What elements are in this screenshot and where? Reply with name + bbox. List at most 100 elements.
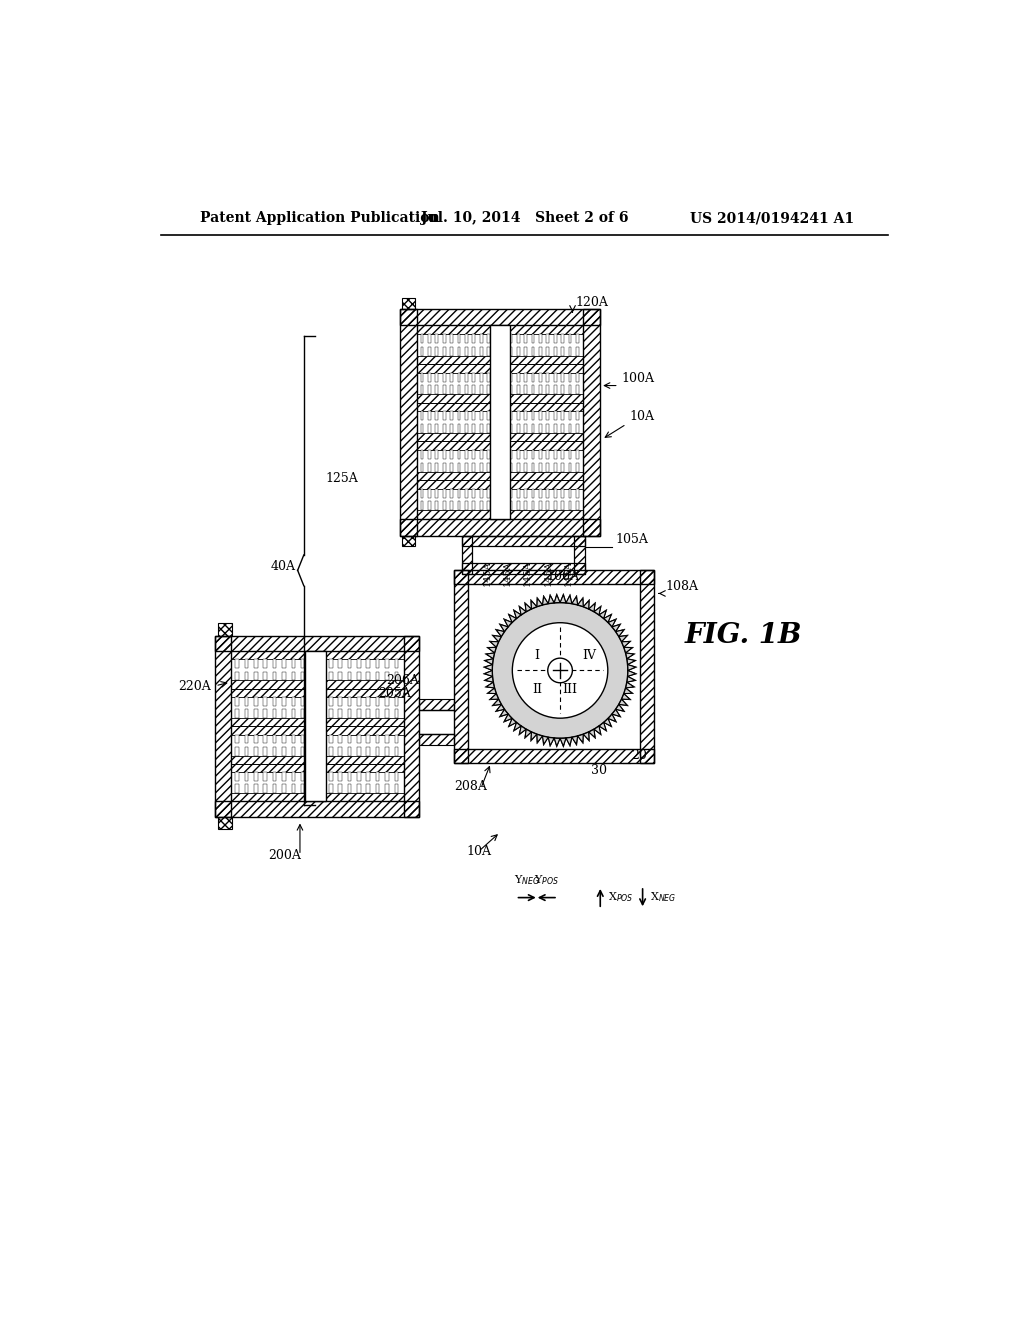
Bar: [292, 660, 295, 668]
Bar: [539, 372, 542, 381]
Bar: [329, 672, 333, 681]
Bar: [480, 372, 482, 381]
Bar: [547, 385, 549, 395]
Bar: [561, 412, 564, 420]
Bar: [472, 385, 475, 395]
Bar: [400, 519, 600, 536]
Text: 206A: 206A: [386, 675, 419, 688]
Bar: [472, 372, 475, 381]
Bar: [263, 709, 267, 718]
Bar: [502, 502, 505, 511]
Bar: [524, 462, 527, 471]
Bar: [385, 772, 389, 781]
Bar: [394, 697, 398, 706]
Bar: [487, 385, 490, 395]
Bar: [254, 734, 258, 743]
Bar: [428, 488, 431, 498]
Text: Patent Application Publication: Patent Application Publication: [200, 211, 439, 226]
Bar: [310, 772, 313, 781]
Bar: [319, 772, 324, 781]
Bar: [531, 462, 535, 471]
Bar: [442, 347, 445, 355]
Text: I: I: [535, 648, 540, 661]
Text: 30: 30: [591, 764, 607, 777]
Bar: [421, 488, 424, 498]
Bar: [329, 784, 333, 793]
Bar: [376, 660, 379, 668]
Text: 145A: 145A: [482, 560, 492, 586]
Text: 145A: 145A: [544, 560, 553, 586]
Bar: [458, 385, 461, 395]
Bar: [575, 462, 579, 471]
Bar: [539, 488, 542, 498]
Bar: [435, 347, 438, 355]
Bar: [263, 734, 267, 743]
Bar: [487, 412, 490, 420]
Bar: [254, 772, 258, 781]
Bar: [348, 672, 351, 681]
Bar: [442, 488, 445, 498]
Bar: [575, 424, 579, 433]
Bar: [292, 672, 295, 681]
Bar: [442, 385, 445, 395]
Bar: [495, 385, 498, 395]
Bar: [451, 462, 453, 471]
Bar: [495, 488, 498, 498]
Text: 120A: 120A: [575, 296, 608, 309]
Bar: [428, 502, 431, 511]
Bar: [245, 747, 248, 755]
Bar: [451, 372, 453, 381]
Bar: [465, 488, 468, 498]
Bar: [338, 697, 342, 706]
Bar: [263, 772, 267, 781]
Bar: [561, 385, 564, 395]
Bar: [465, 334, 468, 343]
Text: 10A: 10A: [630, 411, 654, 424]
Bar: [319, 672, 324, 681]
Bar: [509, 385, 512, 395]
Bar: [435, 488, 438, 498]
Bar: [435, 424, 438, 433]
Bar: [502, 334, 505, 343]
Bar: [465, 372, 468, 381]
Bar: [458, 412, 461, 420]
Bar: [568, 424, 571, 433]
Bar: [301, 709, 304, 718]
Bar: [367, 660, 370, 668]
Bar: [215, 636, 419, 651]
Bar: [575, 385, 579, 395]
Bar: [480, 347, 482, 355]
Bar: [272, 747, 276, 755]
Bar: [539, 347, 542, 355]
Bar: [310, 660, 313, 668]
Bar: [517, 385, 519, 395]
Bar: [458, 450, 461, 459]
Bar: [385, 697, 389, 706]
Text: 220A: 220A: [178, 680, 211, 693]
Bar: [517, 462, 519, 471]
Bar: [263, 660, 267, 668]
Bar: [487, 462, 490, 471]
Bar: [531, 385, 535, 395]
Bar: [502, 488, 505, 498]
Bar: [458, 334, 461, 343]
Bar: [524, 488, 527, 498]
Text: 10A: 10A: [466, 845, 492, 858]
Bar: [472, 502, 475, 511]
Bar: [584, 309, 600, 536]
Bar: [305, 651, 326, 801]
Bar: [561, 462, 564, 471]
Bar: [531, 450, 535, 459]
Bar: [524, 385, 527, 395]
Bar: [640, 570, 654, 763]
Text: Y$_{NEG}$: Y$_{NEG}$: [514, 873, 540, 887]
Bar: [301, 672, 304, 681]
Bar: [319, 734, 324, 743]
Bar: [428, 334, 431, 343]
Bar: [394, 660, 398, 668]
Bar: [357, 734, 360, 743]
Bar: [554, 385, 556, 395]
Bar: [421, 502, 424, 511]
Bar: [272, 672, 276, 681]
Bar: [435, 412, 438, 420]
